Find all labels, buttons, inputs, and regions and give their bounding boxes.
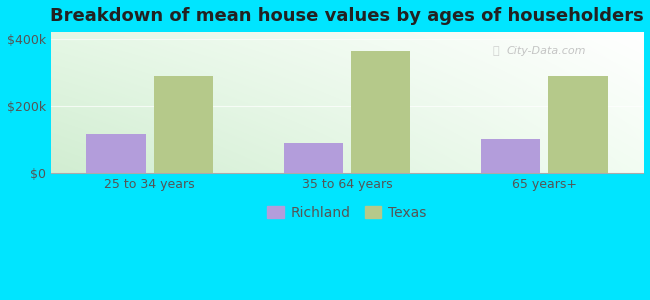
Text: ⓘ: ⓘ: [492, 46, 499, 56]
Legend: Richland, Texas: Richland, Texas: [262, 200, 432, 225]
Bar: [86, 134, 146, 173]
Text: City-Data.com: City-Data.com: [507, 46, 586, 56]
Bar: [481, 140, 540, 173]
Bar: [284, 143, 343, 173]
Bar: [351, 50, 410, 173]
Bar: [153, 76, 213, 173]
Title: Breakdown of mean house values by ages of householders: Breakdown of mean house values by ages o…: [50, 7, 644, 25]
Bar: [549, 76, 608, 173]
